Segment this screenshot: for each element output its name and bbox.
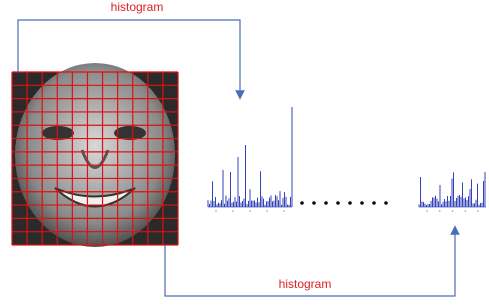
histogram-tick: [249, 210, 251, 212]
histogram-tick: [215, 210, 217, 212]
histogram-tick: [266, 210, 268, 212]
ellipsis: [300, 201, 388, 205]
histogram-tick: [439, 210, 441, 212]
histogram: [419, 172, 486, 212]
histogram-tick: [426, 210, 428, 212]
histograms: [208, 107, 486, 212]
face-image: [12, 63, 178, 247]
arrow-label: histogram: [111, 0, 164, 14]
histogram-tick: [464, 210, 466, 212]
histogram-tick: [232, 210, 234, 212]
arrow-label: histogram: [279, 277, 332, 291]
histogram-tick: [283, 210, 285, 212]
histogram: [208, 107, 292, 212]
histogram-tick: [477, 210, 479, 212]
histogram-tick: [452, 210, 454, 212]
diagram: histogram histogram: [0, 0, 489, 307]
